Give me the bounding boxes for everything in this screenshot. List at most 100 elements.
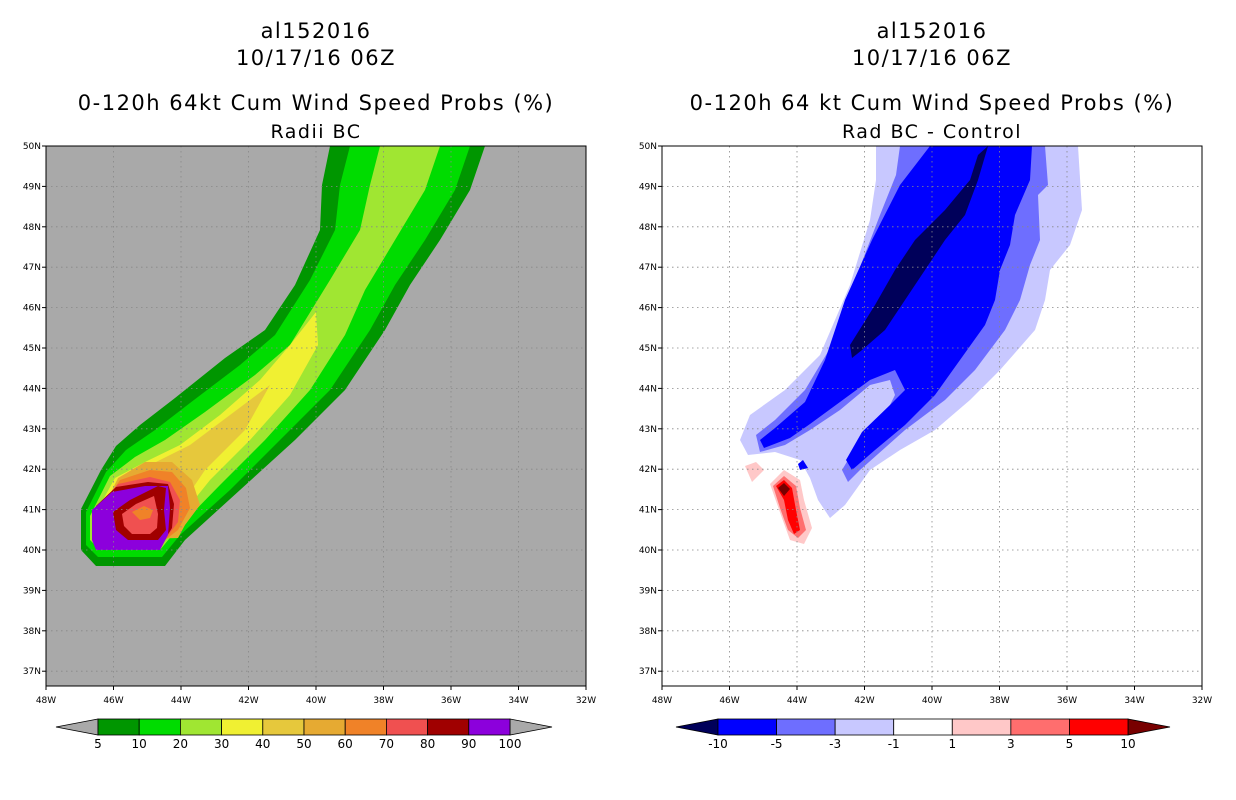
right-lon-label: 42W <box>854 696 874 706</box>
left-colorbar-label: 100 <box>499 737 522 751</box>
right-lat-label: 37N <box>639 667 657 677</box>
right-colorbar-label: 5 <box>1066 737 1074 751</box>
left-probability-contours <box>81 146 485 566</box>
right-colorbar-label: -10 <box>708 737 728 751</box>
right-lat-label: 38N <box>639 627 657 637</box>
right-colorbar-label: 1 <box>948 737 956 751</box>
left-lon-label: 38W <box>373 696 393 706</box>
right-lat-label: 42N <box>639 465 657 475</box>
right-lat-label: 47N <box>639 263 657 273</box>
left-lon-label: 48W <box>36 696 56 706</box>
right-colorbar: -10 -5 -3 -1 1 3 5 10 <box>675 718 1171 751</box>
left-grid <box>46 146 586 686</box>
right-colorbar-label: -1 <box>888 737 900 751</box>
right-colorbar-swatch <box>951 718 1012 736</box>
left-colorbar-high-arrow <box>509 718 553 736</box>
left-lon-label: 34W <box>508 696 528 706</box>
right-colorbar-label: 10 <box>1120 737 1135 751</box>
right-lon-label: 44W <box>787 696 807 706</box>
right-lat-label: 43N <box>639 425 657 435</box>
left-colorbar-swatch <box>427 718 470 736</box>
left-colorbar-swatch <box>262 718 305 736</box>
right-title-storm-id: al152016 <box>876 19 988 43</box>
right-lon-label: 48W <box>652 696 672 706</box>
left-lat-label: 45N <box>23 344 41 354</box>
right-colorbar-swatch <box>717 718 777 736</box>
right-title-method: Rad BC - Control <box>841 121 1023 143</box>
left-lon-label: 40W <box>306 696 326 706</box>
left-lat-label: 41N <box>23 506 41 516</box>
left-lat-label: 40N <box>23 546 41 556</box>
contour-minus-1-small <box>798 460 808 470</box>
left-lat-label: 47N <box>23 263 41 273</box>
right-lat-label: 50N <box>639 142 657 152</box>
left-colorbar-swatch <box>344 718 387 736</box>
left-lon-label: 36W <box>441 696 461 706</box>
right-lon-label: 38W <box>989 696 1009 706</box>
right-colorbar-swatch <box>776 718 836 736</box>
left-lon-label: 42W <box>238 696 258 706</box>
right-difference-contours <box>740 146 1082 544</box>
left-colorbar-label: 70 <box>379 737 394 751</box>
left-axis-labels: 50N 49N 48N 47N 46N 45N 44N 43N 42N 41N 40N 39N 38N 3… <box>23 142 596 706</box>
right-title-datetime: 10/17/16 06Z <box>851 46 1013 70</box>
left-colorbar-label: 10 <box>132 737 147 751</box>
left-title-storm-id: al152016 <box>260 19 372 43</box>
contour-plus-10 <box>778 483 790 496</box>
left-lat-label: 50N <box>23 142 41 152</box>
left-lat-label: 46N <box>23 304 41 314</box>
right-colorbar-swatch <box>893 718 953 736</box>
right-colorbar-swatch <box>1010 718 1070 736</box>
right-grid <box>662 146 1202 686</box>
right-lat-label: 45N <box>639 344 657 354</box>
left-colorbar-swatch <box>179 718 222 736</box>
left-lat-label: 42N <box>23 465 41 475</box>
left-title-datetime: 10/17/16 06Z <box>235 46 397 70</box>
left-lon-label: 32W <box>576 696 596 706</box>
left-colorbar-label: 60 <box>338 737 353 751</box>
right-colorbar-label: -5 <box>771 737 783 751</box>
contour-minus-10 <box>850 146 988 358</box>
right-lon-label: 36W <box>1057 696 1077 706</box>
right-lat-label: 40N <box>639 546 657 556</box>
right-title-product: 0-120h 64 kt Cum Wind Speed Probs (%) <box>689 91 1175 115</box>
left-colorbar-label: 30 <box>214 737 229 751</box>
left-colorbar-label: 90 <box>461 737 476 751</box>
contour-plus-5 <box>776 480 800 534</box>
right-colorbar-swatch <box>1069 718 1129 736</box>
left-colorbar-label: 50 <box>296 737 311 751</box>
left-lat-label: 39N <box>23 586 41 596</box>
left-lat-label: 43N <box>23 425 41 435</box>
left-lat-label: 38N <box>23 627 41 637</box>
left-colorbar: 5 10 20 30 40 50 60 70 80 90 100 <box>55 718 553 751</box>
left-lat-label: 48N <box>23 223 41 233</box>
right-lon-label: 34W <box>1124 696 1144 706</box>
right-lon-label: 32W <box>1192 696 1212 706</box>
left-lon-label: 44W <box>171 696 191 706</box>
left-lat-label: 37N <box>23 667 41 677</box>
right-colorbar-label: 3 <box>1007 737 1015 751</box>
right-lat-label: 44N <box>639 384 657 394</box>
left-lat-label: 49N <box>23 182 41 192</box>
right-colorbar-high-arrow <box>1127 718 1171 736</box>
right-colorbar-label: -3 <box>829 737 841 751</box>
left-colorbar-label: 80 <box>420 737 435 751</box>
left-colorbar-swatch <box>97 718 140 736</box>
left-colorbar-swatch <box>385 718 428 736</box>
right-colorbar-swatch <box>834 718 895 736</box>
right-axis-labels: 50N 49N 48N 47N 46N 45N 44N 43N 42N 41N 40N 39N 38N 3… <box>639 142 1212 706</box>
left-title-method: Radii BC <box>270 121 362 143</box>
right-colorbar-low-arrow <box>675 718 719 736</box>
left-title-product: 0-120h 64kt Cum Wind Speed Probs (%) <box>77 91 555 115</box>
right-lon-label: 40W <box>922 696 942 706</box>
left-colorbar-label: 5 <box>94 737 102 751</box>
left-colorbar-swatch <box>221 718 264 736</box>
left-lon-label: 46W <box>103 696 123 706</box>
left-colorbar-low-arrow <box>55 718 99 736</box>
right-lat-label: 39N <box>639 586 657 596</box>
left-colorbar-label: 20 <box>173 737 188 751</box>
left-colorbar-swatch <box>303 718 346 736</box>
contour-plus-1 <box>745 462 764 482</box>
right-lat-label: 48N <box>639 223 657 233</box>
